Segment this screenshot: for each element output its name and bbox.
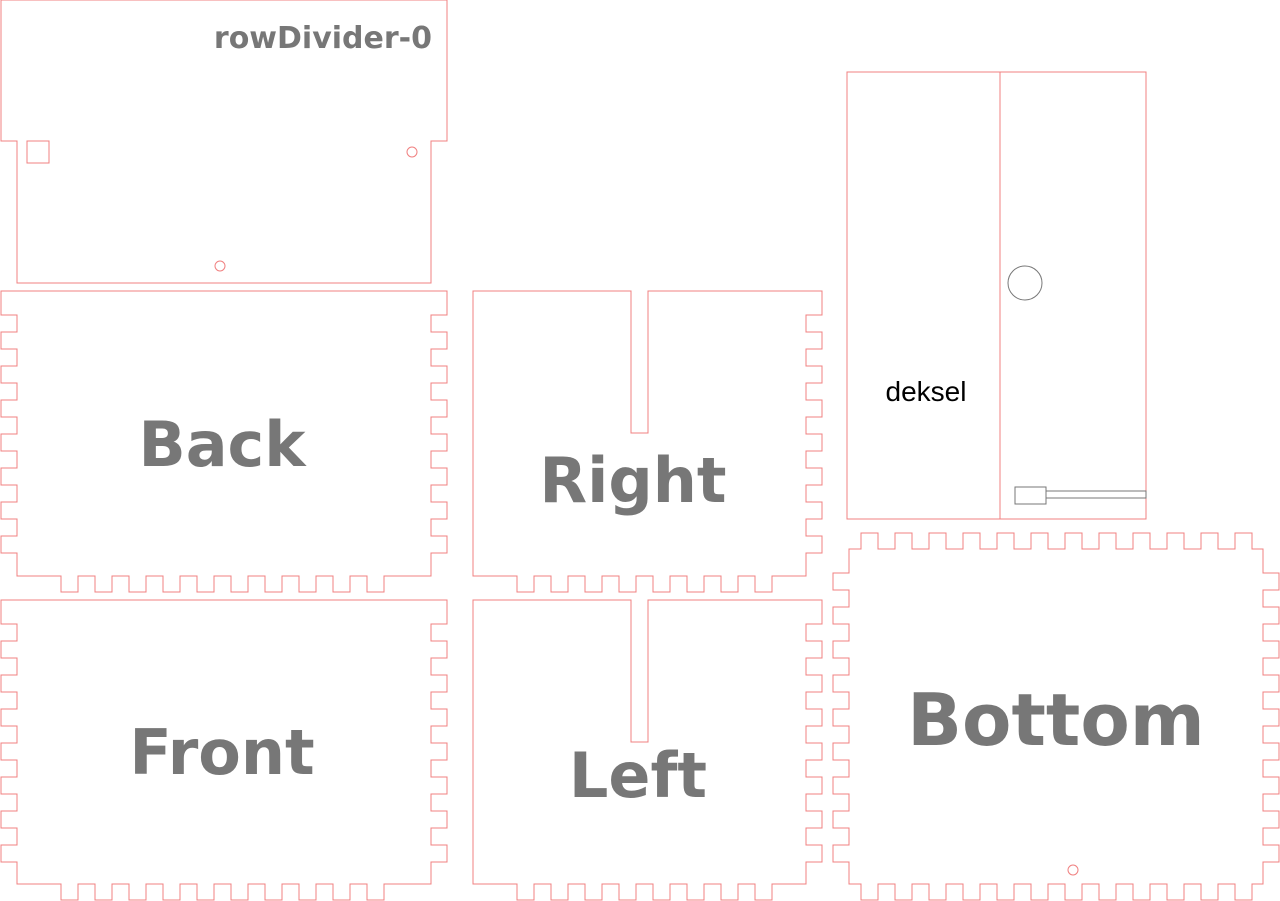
back-outline [0, 290, 448, 593]
bottom-hole [1067, 864, 1079, 876]
lid-panel: deksel [846, 71, 1147, 520]
back-label: Back [138, 408, 307, 481]
row-divider-outline [0, 0, 448, 284]
lid-latch-slot [1014, 486, 1047, 505]
row-divider-hole-right [406, 146, 418, 158]
right-panel: Right [472, 290, 823, 593]
row-divider-square-cutout [26, 140, 50, 164]
left-outline [472, 599, 823, 901]
row-divider-label: rowDivider-0 [214, 21, 432, 56]
bottom-panel: Bottom [832, 532, 1280, 901]
right-outline [472, 290, 823, 593]
right-label: Right [539, 444, 726, 517]
left-label: Left [569, 739, 707, 812]
row-divider-panel: rowDivider-0 [0, 0, 448, 284]
front-outline [0, 599, 448, 901]
lid-knob-circle [1007, 265, 1043, 301]
front-panel: Front [0, 599, 448, 901]
left-panel: Left [472, 599, 823, 901]
lid-label: deksel [886, 376, 967, 407]
front-label: Front [129, 716, 314, 789]
row-divider-hole-bottom [214, 260, 226, 272]
bottom-label: Bottom [907, 678, 1205, 762]
bottom-outline [832, 532, 1280, 901]
back-panel: Back [0, 290, 448, 593]
lid-latch-rod [1045, 490, 1147, 499]
lid-outline [846, 71, 1147, 520]
